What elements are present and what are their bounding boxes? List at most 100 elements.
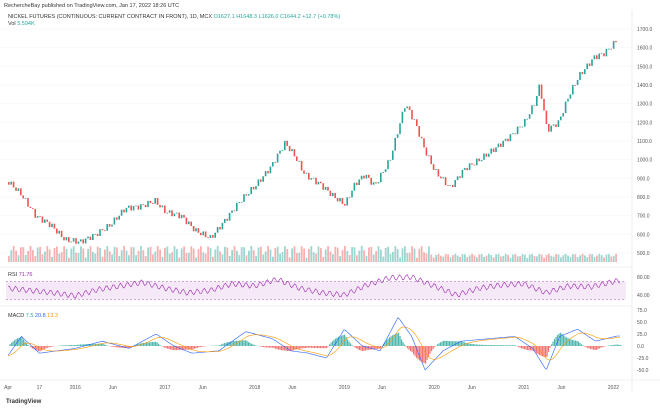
candle [392,150,394,160]
volume-bar [579,255,581,262]
candle [82,239,84,244]
candle [514,133,516,135]
macd-histogram-bar [233,341,235,346]
macd-histogram-bar [285,346,287,351]
macd-histogram-bar [275,346,277,349]
macd-histogram-bar [194,346,196,349]
tradingview-logo[interactable]: TradingView [6,399,42,405]
macd-histogram-bar [455,341,457,346]
volume-bar [101,256,104,262]
candle [490,148,492,154]
rsi-label: RSI [8,272,18,278]
macd-histogram-bar [164,346,166,348]
candle [444,177,447,186]
volume-bar [543,257,545,262]
volume-bar [291,248,293,262]
volume-bar [8,255,10,262]
volume-bar [202,252,205,262]
macd-histogram-bar [347,339,349,346]
x-tick-label: Apr [4,385,12,391]
volume-bar [44,251,46,262]
macd-histogram-bar [309,346,311,348]
macd-histogram-bar [68,345,70,346]
x-tick-label: 2021 [518,385,529,391]
candle [543,98,545,111]
macd-histogram-bar [473,344,475,346]
macd-histogram-bar [180,346,182,350]
macd-histogram-bar [18,337,20,346]
volume-bar [461,254,464,262]
symbol-title: NICKEL FUTURES (CONTINUOUS: CURRENT CONT… [8,14,213,20]
volume-bar [536,256,538,262]
macd-histogram-bar [363,346,365,351]
rsi-tick-label: 40.00 [637,293,650,299]
candle [176,212,178,214]
macd-histogram-bar [348,341,350,346]
candle [552,124,555,126]
macd-histogram-bar [147,342,149,346]
macd-histogram-bar [305,346,307,348]
macd-histogram-bar [555,336,557,346]
macd-histogram-bar [149,342,151,346]
volume-bar [432,257,435,262]
volume-bar [322,256,325,262]
macd-histogram-bar [600,346,602,348]
macd-histogram-bar [530,346,532,351]
macd-histogram-bar [429,346,431,354]
volume-bar [24,255,27,262]
candle [476,158,478,166]
candle [447,185,449,186]
macd-histogram-bar [477,344,479,346]
volume-bar [236,250,238,262]
y-tick-label: 700.0 [637,214,650,220]
candle [168,210,171,213]
macd-histogram-bar [486,344,488,346]
candle [512,133,514,135]
volume-bar [27,250,29,262]
candle [192,226,195,232]
candle [492,148,495,153]
macd-histogram-bar [119,346,121,348]
macd-histogram-bar [524,346,526,350]
volume-bar [418,248,421,262]
macd-histogram-bar [384,341,386,346]
symbol-legend: NICKEL FUTURES (CONTINUOUS: CURRENT CONT… [8,14,340,20]
macd-histogram-bar [591,346,593,350]
candle [252,187,255,190]
volume-bar [34,256,37,262]
macd-histogram-bar [203,346,205,347]
volume-bar [195,257,197,262]
volume-bar [118,255,121,262]
candle [363,175,365,179]
macd-histogram-bar [26,343,28,346]
volume-bar [308,248,310,262]
volume-bar [334,246,337,262]
volume-bar [87,248,89,262]
x-tick-label: 2017 [159,385,170,391]
macd-histogram-bar [453,341,455,346]
macd-histogram-bar [177,346,179,350]
volume-bar [524,254,526,262]
volume-bar [286,249,289,262]
macd-histogram-bar [290,346,292,352]
candle [471,163,473,165]
macd-histogram-bar [321,346,323,349]
candle [375,182,377,184]
volume-bar [502,255,505,262]
change-value: +12.7 (+0.78%) [302,14,341,20]
volume-bar [58,253,61,262]
candle [267,171,269,174]
macd-histogram-bar [479,344,481,346]
volume-bar [296,252,298,262]
macd-histogram-bar [615,344,617,346]
macd-histogram-bar [297,346,299,350]
volume-bar [221,254,224,262]
x-tick-label: Jun [468,385,476,391]
macd-histogram-bar [426,346,428,360]
macd-histogram-bar [612,344,614,346]
macd-histogram-bar [333,339,335,346]
volume-bar [351,247,353,262]
candle [351,190,353,198]
candle [581,71,584,75]
